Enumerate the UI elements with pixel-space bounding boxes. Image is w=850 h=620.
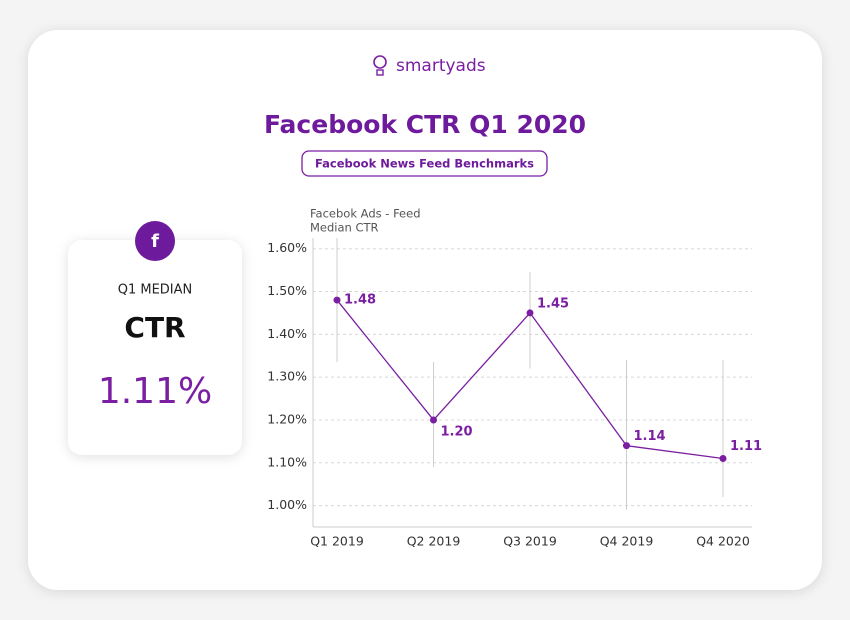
value-label: 1.45 <box>537 296 569 311</box>
logo-base <box>376 69 384 76</box>
facebook-badge <box>135 221 175 261</box>
title: Facebook CTR Q1 2020 <box>264 110 586 139</box>
x-tick-label: Q4 2019 <box>600 534 654 549</box>
value-label: 1.20 <box>441 424 473 439</box>
y-axis-label: Facebok Ads - Feed <box>310 207 421 221</box>
subtitle: Facebook News Feed Benchmarks <box>315 157 534 171</box>
logo: smartyads <box>373 55 486 76</box>
x-tick-label: Q3 2019 <box>503 534 557 549</box>
x-tick-label: Q2 2019 <box>407 534 461 549</box>
x-tick-label: Q1 2019 <box>310 534 364 549</box>
y-tick-label: 1.40% <box>267 326 307 341</box>
card-label: Q1 MEDIAN <box>118 283 193 298</box>
plot: 1.00% 1.10% 1.20% 1.30% 1.40% 1.50% 1.60% Q1 20… <box>267 238 762 549</box>
logo-bulb <box>373 55 387 69</box>
facebook-icon: f <box>151 231 159 252</box>
data-point <box>333 296 341 304</box>
data-point <box>526 309 534 317</box>
brand: smartyads <box>396 56 486 76</box>
y-tick-label: 1.50% <box>267 283 307 298</box>
data-point <box>719 454 727 462</box>
card-metric: CTR <box>124 311 185 344</box>
y-tick-label: 1.10% <box>267 454 307 469</box>
summary-card <box>68 240 242 455</box>
x-tick-label: Q4 2020 <box>696 534 750 549</box>
y-tick-label: 1.30% <box>267 369 307 384</box>
y-tick-label: 1.20% <box>267 411 307 426</box>
y-tick-label: 1.00% <box>267 497 307 512</box>
subtitle-pill <box>301 150 548 177</box>
data-point <box>623 442 630 450</box>
card-value: 1.11% <box>98 371 212 412</box>
value-label: 1.14 <box>634 429 666 444</box>
data-point <box>430 416 437 424</box>
y-axis-label: Median CTR <box>310 221 379 235</box>
value-label: 1.11 <box>730 439 762 454</box>
y-tick-label: 1.60% <box>267 240 307 255</box>
value-label: 1.48 <box>344 293 376 308</box>
